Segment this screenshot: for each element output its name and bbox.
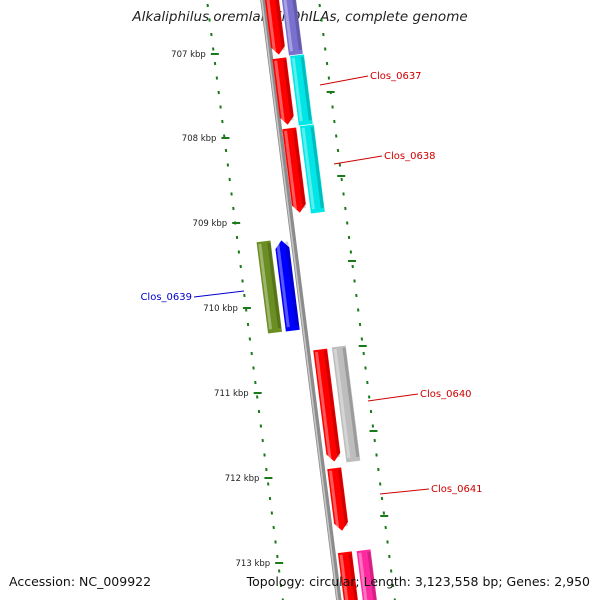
gene-shine bbox=[258, 243, 273, 330]
gene-body bbox=[356, 549, 380, 600]
gene-leader-line bbox=[333, 155, 383, 165]
gene-leader-line bbox=[193, 290, 245, 298]
gene-body bbox=[282, 127, 306, 213]
gene-shine bbox=[333, 348, 351, 459]
gene-body bbox=[331, 345, 361, 463]
gene-feature bbox=[275, 240, 300, 332]
gene-shine bbox=[314, 351, 332, 459]
gene-feature bbox=[272, 57, 294, 125]
gene-body bbox=[313, 348, 341, 462]
gene-shine bbox=[280, 0, 293, 52]
gene-feature bbox=[261, 0, 285, 55]
backbone-highlight bbox=[261, 0, 339, 600]
gene-feature bbox=[256, 240, 282, 334]
gene-shade bbox=[300, 56, 312, 121]
backbone-line bbox=[260, 0, 342, 600]
gene-shine bbox=[328, 470, 340, 528]
gene-feature bbox=[331, 345, 361, 463]
gene-shine bbox=[291, 57, 303, 122]
gene-label: Clos_0641 bbox=[431, 484, 483, 495]
gene-body bbox=[256, 240, 282, 334]
genome-summary: Topology: circular; Length: 3,123,558 bp… bbox=[246, 574, 590, 589]
tick-label: 711 kbp bbox=[214, 389, 249, 399]
tick-label: 710 kbp bbox=[203, 304, 238, 314]
gene-label: Clos_0639 bbox=[140, 292, 192, 303]
gene-shine bbox=[339, 554, 351, 600]
gene-body bbox=[337, 551, 361, 600]
gene-shade bbox=[271, 0, 285, 51]
gene-feature bbox=[356, 549, 380, 600]
gene-shade bbox=[292, 129, 306, 209]
page-title: Alkaliphilus oremlandii OhILAs, complete… bbox=[132, 9, 468, 25]
accession-label: Accession: NC_009922 bbox=[9, 574, 152, 589]
gene-shine bbox=[274, 60, 285, 122]
gene-shade bbox=[310, 126, 324, 209]
gene-shade bbox=[288, 0, 302, 51]
gene-body bbox=[327, 467, 349, 531]
gene-feature bbox=[299, 124, 325, 214]
gene-leader-line bbox=[379, 488, 430, 495]
gene-body bbox=[275, 240, 300, 332]
gene-body bbox=[278, 0, 303, 56]
tick-label: 708 kbp bbox=[182, 134, 217, 144]
gene-feature bbox=[313, 348, 341, 462]
gene-shade bbox=[283, 59, 294, 121]
gene-feature bbox=[282, 127, 306, 213]
gene-shine bbox=[263, 0, 276, 52]
gene-shade bbox=[367, 551, 379, 600]
gene-shade bbox=[285, 241, 299, 327]
gene-body bbox=[261, 0, 285, 55]
gene-feature bbox=[278, 0, 303, 56]
feature-layer bbox=[256, 0, 380, 600]
tick-label: 712 kbp bbox=[225, 474, 260, 484]
gene-leader-line bbox=[367, 393, 419, 402]
gene-shine bbox=[358, 552, 370, 600]
gene-body bbox=[290, 54, 313, 126]
gene-label-layer: Clos_0637 Clos_0638 Clos_0639 Clos_0640 Clos… bbox=[140, 71, 482, 495]
gene-label: Clos_0637 bbox=[370, 71, 422, 82]
tick-label: 709 kbp bbox=[193, 219, 228, 229]
gene-feature bbox=[290, 54, 313, 126]
tick-track bbox=[206, 3, 396, 600]
gene-body bbox=[299, 124, 325, 214]
gene-shine bbox=[284, 130, 297, 210]
gene-shade bbox=[323, 350, 341, 458]
gene-shade bbox=[342, 347, 360, 458]
tick-layer: 707 kbp 708 kbp 709 kbp 710 kbp 711 kbp 712 k… bbox=[171, 50, 389, 569]
gene-shade bbox=[337, 469, 349, 527]
gene-shine bbox=[276, 242, 290, 328]
gene-shine bbox=[301, 127, 315, 210]
gene-label: Clos_0638 bbox=[384, 151, 436, 162]
gene-shade bbox=[267, 242, 281, 329]
genome-backbone bbox=[260, 0, 342, 600]
gene-feature bbox=[327, 467, 349, 531]
gene-body bbox=[272, 57, 294, 125]
tick-label: 713 kbp bbox=[236, 559, 271, 569]
tick-label: 707 kbp bbox=[171, 50, 206, 60]
gene-leader-line bbox=[319, 75, 369, 86]
gene-label: Clos_0640 bbox=[420, 389, 472, 400]
